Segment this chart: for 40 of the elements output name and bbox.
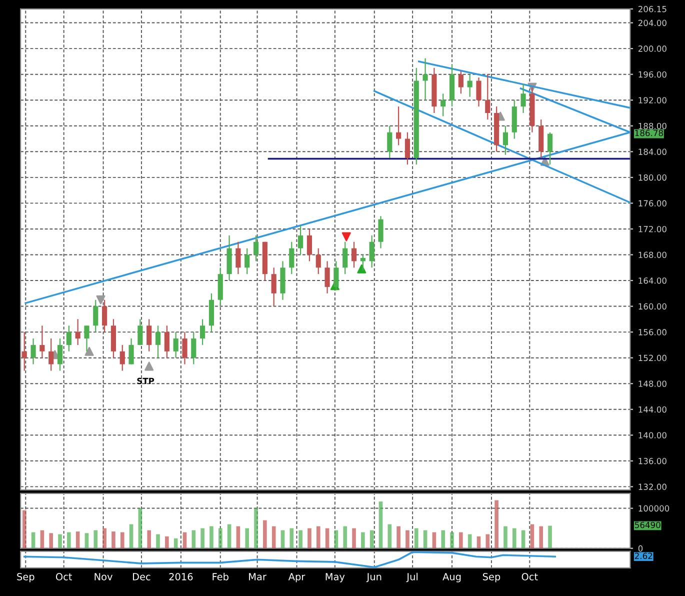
text: 186.78 bbox=[635, 130, 663, 136]
x-tick-label: Jul bbox=[406, 572, 418, 582]
x-tick-label: Sep bbox=[17, 573, 34, 582]
x-tick-label: May bbox=[326, 573, 345, 582]
text: 56490 bbox=[635, 522, 660, 528]
x-tick-label: Feb bbox=[212, 572, 228, 580]
y-tick-label: 168.00 bbox=[638, 252, 666, 258]
y-tick-label: 184.00 bbox=[638, 148, 666, 155]
x-tick-label: Jun bbox=[366, 573, 382, 582]
x-tick-label: 2016 bbox=[169, 573, 193, 580]
y-tick-label: 188.00 bbox=[638, 122, 666, 130]
y-tick-label: 136.00 bbox=[638, 458, 666, 464]
x-tick-label: Nov bbox=[94, 573, 112, 580]
x-tick-label: Mar bbox=[249, 573, 266, 580]
annotation: STP bbox=[137, 378, 154, 384]
y-tick-label: 172.00 bbox=[638, 226, 666, 232]
y-tick-label: 156.00 bbox=[638, 329, 666, 336]
y-tick-label: 180.00 bbox=[638, 174, 666, 181]
y-tick-label: 192.00 bbox=[638, 97, 666, 104]
y-tick-label: 196.00 bbox=[638, 71, 666, 78]
y-tick-label: 206.15 bbox=[638, 6, 666, 12]
x-tick-label: Dec bbox=[133, 573, 150, 580]
y-tick-label: 0 bbox=[638, 545, 643, 552]
y-tick-label: 176.00 bbox=[638, 200, 666, 206]
y-tick-label: 140.00 bbox=[638, 432, 666, 438]
y-tick-label: 164.00 bbox=[638, 277, 666, 284]
y-tick-label: 200.00 bbox=[638, 46, 666, 52]
text: 2.62 bbox=[634, 552, 652, 560]
y-tick-label: 148.00 bbox=[638, 380, 666, 387]
x-tick-label: Oct bbox=[56, 573, 72, 580]
x-tick-label: Apr bbox=[288, 573, 306, 582]
y-tick-label: 152.00 bbox=[638, 354, 666, 362]
y-tick-label: 132.00 bbox=[638, 484, 666, 490]
y-tick-label: 204.00 bbox=[638, 20, 666, 26]
x-tick-label: Aug bbox=[442, 573, 461, 582]
y-tick-label: 160.00 bbox=[638, 303, 666, 310]
x-tick-label: Oct bbox=[522, 573, 538, 580]
y-tick-label: 144.00 bbox=[638, 406, 666, 413]
y-tick-label: 100000 bbox=[638, 505, 670, 512]
x-tick-label: Sep bbox=[482, 573, 500, 582]
